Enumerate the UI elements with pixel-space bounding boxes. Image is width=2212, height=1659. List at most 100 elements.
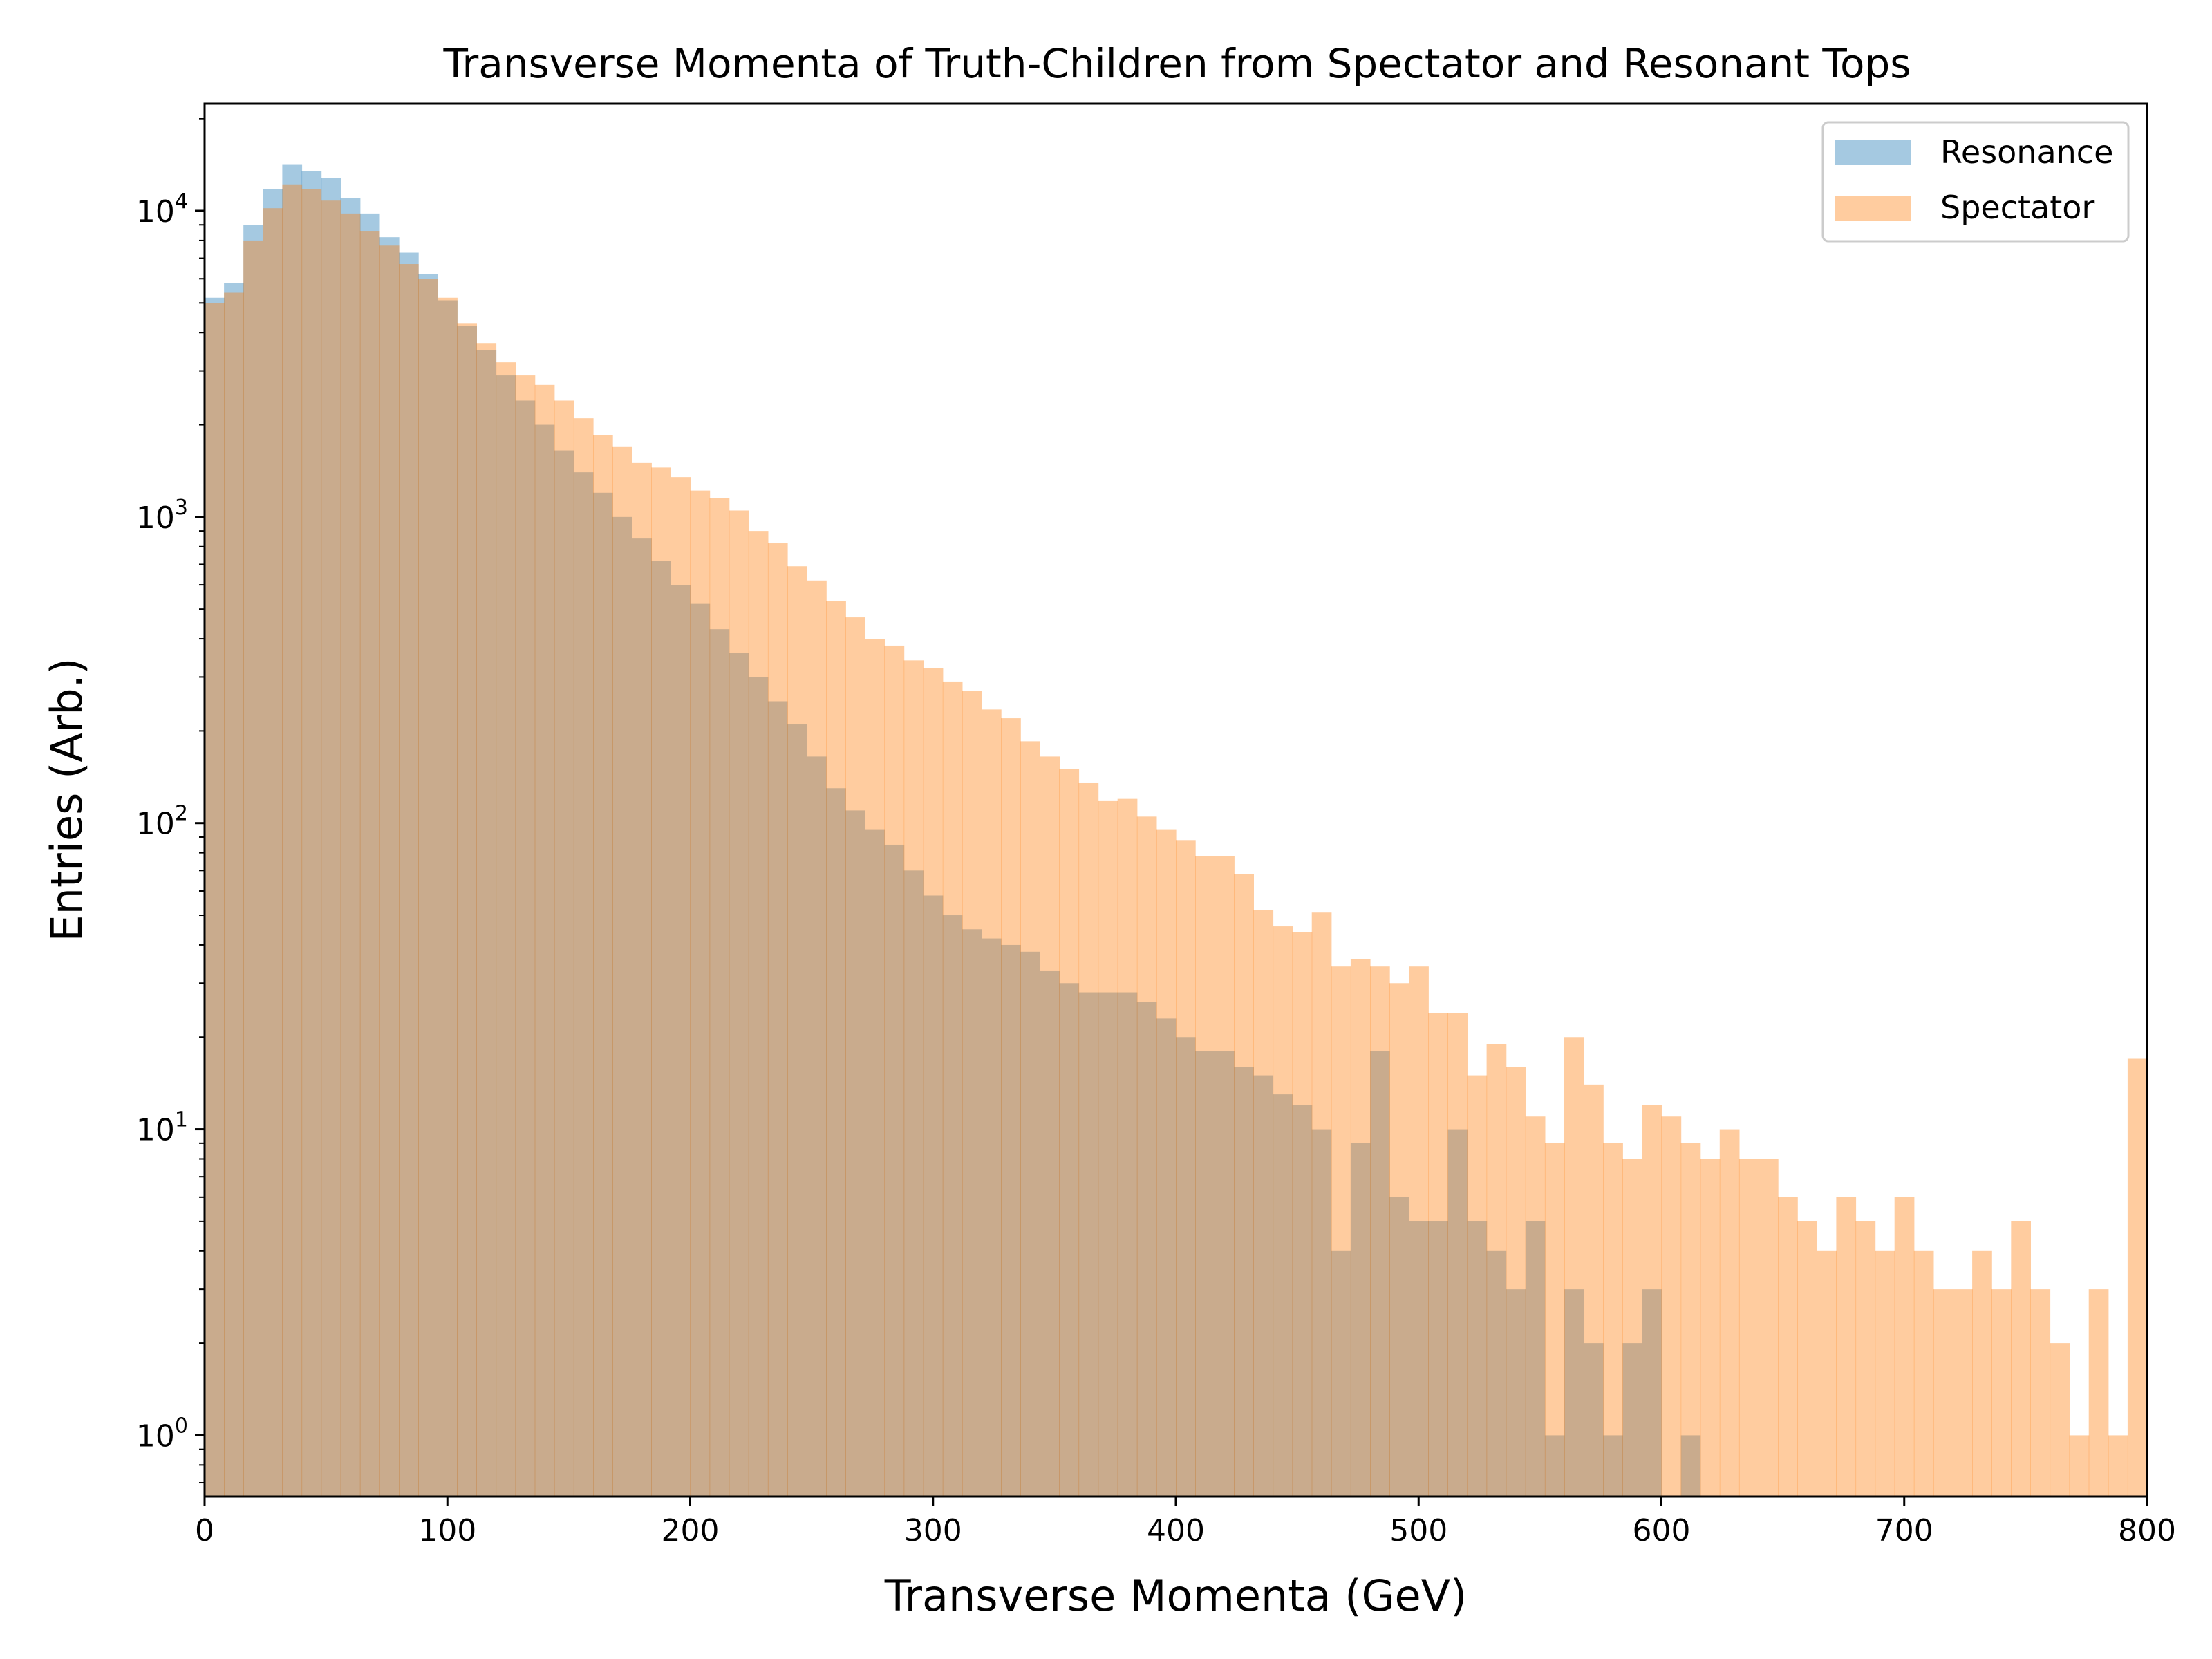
bar-spectator-51 — [1195, 856, 1215, 1497]
bar-spectator-41 — [1001, 718, 1021, 1497]
bar-spectator-13 — [457, 323, 477, 1497]
bar-spectator-0 — [205, 303, 225, 1497]
bar-spectator-72 — [1603, 1143, 1623, 1497]
bar-spectator-17 — [534, 384, 555, 1497]
bar-spectator-31 — [807, 580, 827, 1497]
bar-spectator-37 — [923, 668, 944, 1497]
bar-resonance-16 — [515, 400, 536, 1497]
bar-resonance-38 — [942, 915, 963, 1497]
x-tick-label-700: 700 — [1875, 1513, 1933, 1548]
bar-resonance-12 — [438, 300, 458, 1497]
bar-spectator-84 — [1836, 1197, 1857, 1497]
bar-spectator-78 — [1719, 1129, 1740, 1497]
bar-resonance-40 — [982, 938, 1002, 1497]
bar-resonance-76 — [1680, 1435, 1701, 1497]
bar-spectator-1 — [224, 292, 244, 1497]
bar-resonance-3 — [263, 189, 283, 1497]
bar-spectator-56 — [1292, 932, 1313, 1497]
bar-resonance-44 — [1059, 983, 1080, 1497]
bar-resonance-34 — [865, 830, 885, 1497]
bar-resonance-57 — [1311, 1129, 1332, 1497]
bar-spectator-27 — [729, 510, 749, 1497]
bar-resonance-60 — [1370, 1051, 1390, 1497]
bar-resonance-7 — [340, 198, 361, 1497]
bar-spectator-14 — [476, 343, 497, 1497]
bar-spectator-99 — [2127, 1058, 2147, 1497]
bar-resonance-51 — [1195, 1051, 1215, 1497]
bar-spectator-35 — [884, 645, 905, 1497]
bar-resonance-25 — [690, 603, 711, 1497]
bar-spectator-85 — [1855, 1221, 1876, 1497]
bar-spectator-52 — [1215, 856, 1235, 1497]
bar-spectator-40 — [982, 709, 1002, 1497]
bar-spectator-10 — [399, 264, 419, 1497]
bar-spectator-92 — [1991, 1289, 2012, 1497]
bar-resonance-66 — [1486, 1250, 1507, 1497]
bar-resonance-71 — [1584, 1343, 1604, 1497]
bar-resonance-10 — [399, 252, 419, 1497]
bar-spectator-4 — [282, 184, 303, 1497]
bar-spectator-66 — [1486, 1044, 1507, 1497]
bar-resonance-53 — [1234, 1067, 1254, 1497]
y-tick-label-3: 103 — [136, 496, 188, 536]
bar-spectator-59 — [1350, 959, 1371, 1497]
bar-spectator-28 — [748, 531, 769, 1497]
x-tick-label-600: 600 — [1633, 1513, 1691, 1548]
y-tick-label-1: 101 — [136, 1108, 188, 1148]
bar-spectator-98 — [2108, 1435, 2128, 1497]
bar-spectator-32 — [826, 601, 846, 1497]
bar-spectator-83 — [1817, 1250, 1837, 1497]
bar-spectator-49 — [1156, 830, 1177, 1497]
bar-spectator-97 — [2088, 1289, 2109, 1497]
bar-spectator-79 — [1738, 1159, 1759, 1497]
bar-spectator-62 — [1409, 966, 1429, 1497]
bar-spectator-88 — [1913, 1250, 1934, 1497]
legend-swatch-resonance — [1835, 140, 1911, 165]
bar-resonance-17 — [534, 424, 555, 1497]
bar-spectator-18 — [554, 400, 574, 1497]
bar-spectator-81 — [1778, 1197, 1798, 1497]
bar-spectator-11 — [418, 279, 438, 1497]
bar-resonance-73 — [1622, 1343, 1642, 1497]
bar-resonance-41 — [1001, 944, 1021, 1497]
bar-spectator-53 — [1234, 874, 1254, 1497]
bar-spectator-46 — [1098, 800, 1118, 1497]
x-tick-label-0: 0 — [195, 1513, 214, 1548]
bar-resonance-68 — [1525, 1221, 1546, 1497]
bar-spectator-64 — [1447, 1013, 1468, 1497]
bar-spectator-96 — [2069, 1435, 2090, 1497]
bar-resonance-46 — [1098, 992, 1118, 1497]
bar-spectator-22 — [632, 462, 652, 1497]
bar-resonance-14 — [476, 350, 497, 1497]
bar-spectator-60 — [1370, 966, 1390, 1497]
bar-spectator-73 — [1622, 1159, 1642, 1497]
legend-label-resonance: Resonance — [1940, 133, 2113, 171]
bar-resonance-47 — [1117, 992, 1138, 1497]
bar-resonance-69 — [1544, 1435, 1565, 1497]
y-tick-label-2: 102 — [136, 802, 188, 842]
bar-resonance-15 — [496, 375, 516, 1497]
bar-resonance-33 — [845, 810, 865, 1497]
bar-resonance-52 — [1215, 1051, 1235, 1497]
bar-resonance-74 — [1642, 1289, 1662, 1497]
bar-spectator-69 — [1544, 1143, 1565, 1497]
bar-spectator-6 — [321, 200, 341, 1497]
bar-resonance-42 — [1020, 951, 1040, 1497]
bar-resonance-36 — [903, 870, 924, 1497]
bar-resonance-18 — [554, 450, 574, 1497]
bar-resonance-48 — [1136, 1002, 1157, 1497]
chart-title: Transverse Momenta of Truth-Children fro… — [442, 40, 1911, 87]
bar-spectator-48 — [1136, 816, 1157, 1497]
bar-spectator-39 — [962, 691, 982, 1497]
bar-spectator-93 — [2011, 1221, 2031, 1497]
x-tick-label-500: 500 — [1389, 1513, 1447, 1548]
bar-resonance-20 — [593, 492, 613, 1497]
bar-resonance-11 — [418, 274, 438, 1497]
plot-frame — [203, 102, 2148, 1498]
x-tick-label-100: 100 — [418, 1513, 476, 1548]
bar-resonance-72 — [1603, 1435, 1623, 1497]
bar-spectator-33 — [845, 617, 865, 1497]
series-resonance — [205, 164, 1701, 1497]
bar-resonance-55 — [1273, 1094, 1293, 1497]
bar-spectator-47 — [1117, 798, 1138, 1497]
